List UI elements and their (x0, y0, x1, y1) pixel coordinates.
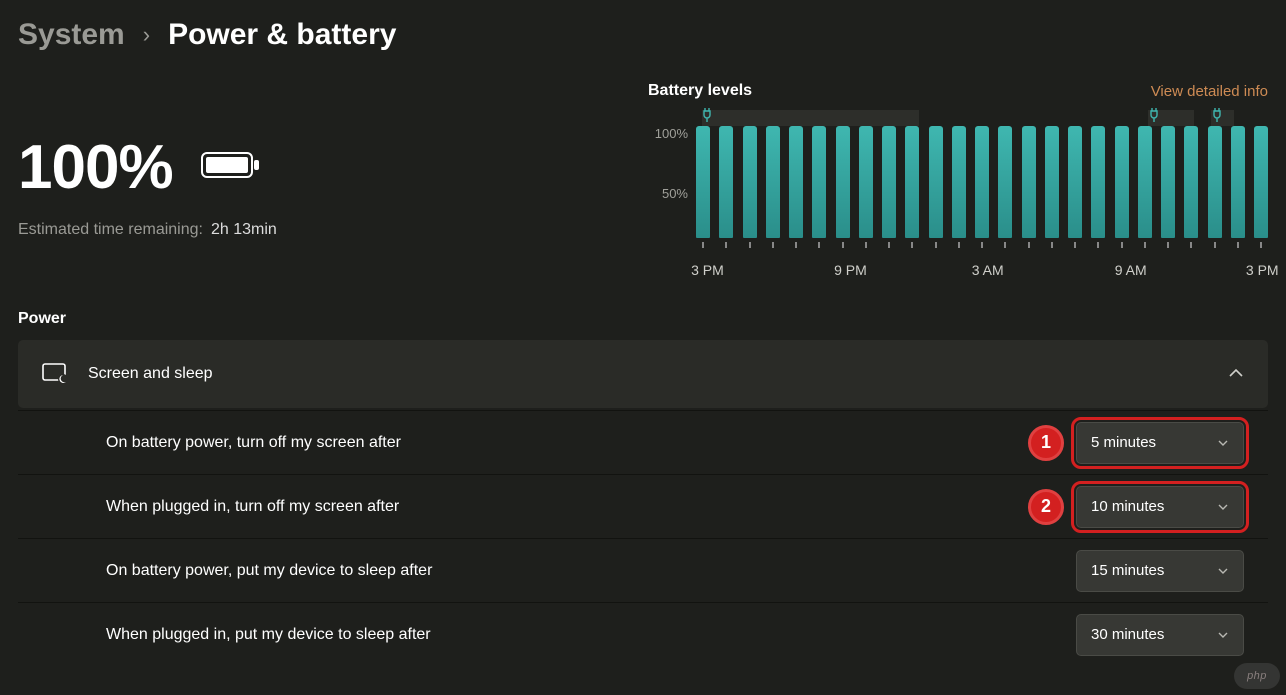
estimated-time-value: 2h 13min (211, 221, 277, 239)
setting-label: When plugged in, turn off my screen afte… (106, 498, 1028, 516)
x-tick-label: 3 PM (691, 262, 724, 278)
annotation-marker: 1 (1028, 425, 1064, 461)
y-tick-50: 50% (662, 186, 688, 201)
battery-status: 100% Estimated time remaining: 2h 13min (18, 82, 608, 278)
duration-dropdown[interactable]: 15 minutes (1076, 550, 1244, 592)
chevron-up-icon (1228, 365, 1244, 383)
chart-bar (1184, 126, 1198, 248)
setting-row: On battery power, turn off my screen aft… (18, 410, 1268, 474)
plug-icon (702, 108, 712, 122)
y-tick-100: 100% (655, 126, 688, 141)
chart-bar (836, 126, 850, 248)
battery-chart: Battery levels View detailed info 100% 5… (648, 82, 1268, 278)
charging-indicator-row (696, 108, 1268, 128)
x-tick-label: 3 PM (1246, 262, 1279, 278)
duration-dropdown[interactable]: 30 minutes (1076, 614, 1244, 656)
chart-bar (1068, 126, 1082, 248)
screen-sleep-icon (42, 363, 68, 385)
chart-bar (1138, 126, 1152, 248)
chart-bar (1231, 126, 1245, 248)
power-section-label: Power (18, 310, 1268, 328)
battery-icon (201, 150, 261, 185)
plug-icon (1149, 108, 1159, 122)
charging-span (702, 110, 919, 126)
duration-dropdown[interactable]: 10 minutes (1076, 486, 1244, 528)
chart-bar (719, 126, 733, 248)
breadcrumb-current: Power & battery (168, 18, 396, 52)
chart-bar (789, 126, 803, 248)
chart-bar (1254, 126, 1268, 248)
card-title: Screen and sleep (88, 365, 1208, 383)
chart-bar (766, 126, 780, 248)
dropdown-value: 15 minutes (1091, 562, 1164, 579)
watermark-badge: php (1234, 663, 1280, 689)
dropdown-value: 30 minutes (1091, 626, 1164, 643)
x-tick-label: 3 AM (972, 262, 1004, 278)
setting-row: On battery power, put my device to sleep… (18, 538, 1268, 602)
breadcrumb: System › Power & battery (18, 18, 1268, 52)
setting-row: When plugged in, turn off my screen afte… (18, 474, 1268, 538)
setting-label: On battery power, put my device to sleep… (106, 562, 1076, 580)
chevron-down-icon (1217, 564, 1229, 578)
chart-bar (975, 126, 989, 248)
dropdown-value: 10 minutes (1091, 498, 1164, 515)
view-detailed-info-link[interactable]: View detailed info (1151, 83, 1268, 100)
status-row: 100% Estimated time remaining: 2h 13min … (18, 82, 1268, 278)
setting-label: On battery power, turn off my screen aft… (106, 434, 1028, 452)
chevron-right-icon: › (143, 22, 150, 48)
chart-bar (859, 126, 873, 248)
chevron-down-icon (1217, 436, 1229, 450)
dropdown-value: 5 minutes (1091, 434, 1156, 451)
chart-bar (929, 126, 943, 248)
chart-bar (882, 126, 896, 248)
plug-icon (1212, 108, 1222, 122)
screen-sleep-settings: On battery power, turn off my screen aft… (18, 410, 1268, 666)
chart-bar (1045, 126, 1059, 248)
chart-bar (1022, 126, 1036, 248)
chart-x-axis: 3 PM9 PM3 AM9 AM3 PM (696, 256, 1268, 278)
estimated-time-label: Estimated time remaining: (18, 221, 203, 239)
chart-bar (1115, 126, 1129, 248)
chart-bar (812, 126, 826, 248)
chart-title: Battery levels (648, 82, 752, 100)
chart-bars (696, 130, 1268, 248)
chevron-down-icon (1217, 500, 1229, 514)
battery-percent: 100% (18, 132, 173, 203)
screen-and-sleep-card[interactable]: Screen and sleep (18, 340, 1268, 408)
chart-bar (743, 126, 757, 248)
breadcrumb-parent[interactable]: System (18, 18, 125, 52)
setting-row: When plugged in, put my device to sleep … (18, 602, 1268, 666)
chevron-down-icon (1217, 628, 1229, 642)
setting-label: When plugged in, put my device to sleep … (106, 626, 1076, 644)
x-tick-label: 9 PM (834, 262, 867, 278)
chart-bar (696, 126, 710, 248)
chart-bar (1161, 126, 1175, 248)
x-tick-label: 9 AM (1115, 262, 1147, 278)
chart-bar (1208, 126, 1222, 248)
chart-bar (952, 126, 966, 248)
duration-dropdown[interactable]: 5 minutes (1076, 422, 1244, 464)
chart-bar (998, 126, 1012, 248)
annotation-marker: 2 (1028, 489, 1064, 525)
chart-bar (1091, 126, 1105, 248)
chart-bar (905, 126, 919, 248)
